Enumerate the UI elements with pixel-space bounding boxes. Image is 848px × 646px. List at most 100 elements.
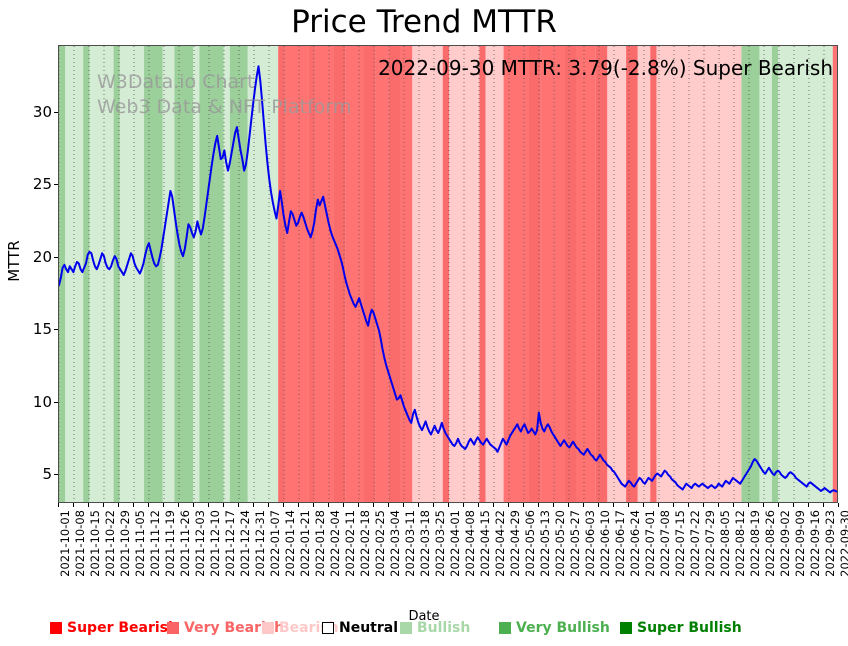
y-tick-label: 30 [32,102,52,121]
x-tick-label: 2022-07-15 [673,510,687,577]
y-tick-mark [54,474,58,475]
x-tick-mark [208,503,209,507]
legend-entry[interactable]: Super Bearish [50,620,178,636]
legend-swatch-icon [262,622,274,634]
x-tick-mark [193,503,194,507]
sentiment-band [174,46,194,502]
legend-swatch-icon [322,622,334,634]
y-tick-mark [54,256,58,258]
sentiment-band [345,46,364,502]
x-tick-mark [613,503,614,507]
x-tick-mark [598,503,599,507]
sentiment-band [83,46,90,502]
x-tick-mark [808,503,809,507]
legend-label: Super Bearish [67,620,178,636]
sentiment-band [485,46,504,502]
x-tick-mark [313,503,314,507]
x-tick-label: 2022-05-20 [553,510,567,577]
x-tick-label: 2022-09-16 [808,510,822,577]
x-tick-label: 2022-07-08 [658,510,672,577]
x-tick-label: 2022-04-01 [448,510,462,577]
sentiment-band [576,46,596,502]
sentiment-band [759,46,772,502]
x-tick-mark [343,503,344,507]
legend-swatch-icon [400,622,412,634]
sentiment-band [626,46,638,502]
x-tick-label: 2022-02-18 [358,510,372,577]
x-tick-mark [763,503,764,507]
x-tick-mark [748,503,749,507]
x-tick-mark [658,503,659,507]
x-tick-mark [793,503,794,507]
x-tick-mark [253,503,254,507]
legend-entry[interactable]: Bullish [400,620,470,636]
mttr-line-series [59,46,837,502]
x-tick-mark [463,503,464,507]
x-tick-label: 2022-08-26 [763,510,777,577]
x-tick-label: 2022-09-23 [823,510,837,577]
x-tick-mark [388,503,389,507]
sentiment-band [564,46,577,502]
legend-label: Very Bullish [516,620,610,636]
x-tick-label: 2022-01-07 [268,510,282,577]
annotation-layer: 2022-09-30 MTTR: 3.79(-2.8%) Super Beari… [59,46,837,502]
x-tick-mark [418,503,419,507]
x-tick-mark [358,503,359,507]
sentiment-band [741,46,760,502]
current-value-annotation: 2022-09-30 MTTR: 3.79(-2.8%) Super Beari… [378,56,833,80]
sentiment-band [113,46,120,502]
x-tick-mark [178,503,179,507]
y-tick-mark [54,401,58,403]
x-tick-mark [583,503,584,507]
x-tick-mark [508,503,509,507]
legend-label: Super Bullish [637,620,742,636]
x-tick-mark [328,503,329,507]
x-tick-mark [373,503,374,507]
x-tick-mark [718,503,719,507]
x-tick-mark [673,503,674,507]
sentiment-band [223,46,230,502]
x-tick-mark [58,503,59,507]
x-tick-mark [433,503,434,507]
x-tick-mark [838,503,839,507]
legend-label: Very Bearish [184,620,285,636]
x-tick-label: 2022-06-24 [628,510,642,577]
legend-entry[interactable]: Neutral [322,620,398,636]
x-tick-label: 2021-11-05 [133,510,147,577]
x-tick-mark [568,503,569,507]
x-tick-label: 2021-12-31 [253,510,267,577]
mttr-line-path [59,65,837,494]
legend-entry[interactable]: Very Bullish [499,620,610,636]
x-tick-mark [628,503,629,507]
x-tick-mark [298,503,299,507]
y-tick-label: 15 [32,320,52,339]
x-tick-label: 2022-02-04 [328,510,342,577]
sentiment-band [388,46,401,502]
x-tick-label: 2022-04-08 [463,510,477,577]
sentiment-band [528,46,541,502]
sentiment-band [771,46,779,502]
x-tick-mark [103,503,104,507]
legend-entry[interactable]: Very Bearish [167,620,284,636]
x-tick-mark [493,503,494,507]
legend: Super Bearish Very Bearish Bearish Neutral B… [0,620,848,644]
x-tick-mark [523,503,524,507]
legend-swatch-icon [620,622,632,634]
plot-area[interactable]: W3Data.io Chart Web3 Data & NFT Platform… [58,45,838,503]
x-tick-label: 2022-03-25 [433,510,447,577]
sentiment-band [333,46,346,502]
sentiment-band [607,46,627,502]
x-tick-label: 2021-10-08 [73,510,87,577]
y-axis-ticks: 5 10 15 20 25 30 [0,0,58,646]
x-tick-mark [73,503,74,507]
y-tick-mark [54,111,58,113]
x-tick-label: 2022-07-22 [688,510,702,577]
legend-swatch-icon [50,622,62,634]
legend-label: Bullish [417,620,471,636]
sentiment-band [284,46,309,502]
x-tick-label: 2022-04-22 [493,510,507,577]
x-tick-label: 2021-12-03 [193,510,207,577]
legend-entry[interactable]: Super Bullish [620,620,742,636]
x-tick-mark [538,503,539,507]
